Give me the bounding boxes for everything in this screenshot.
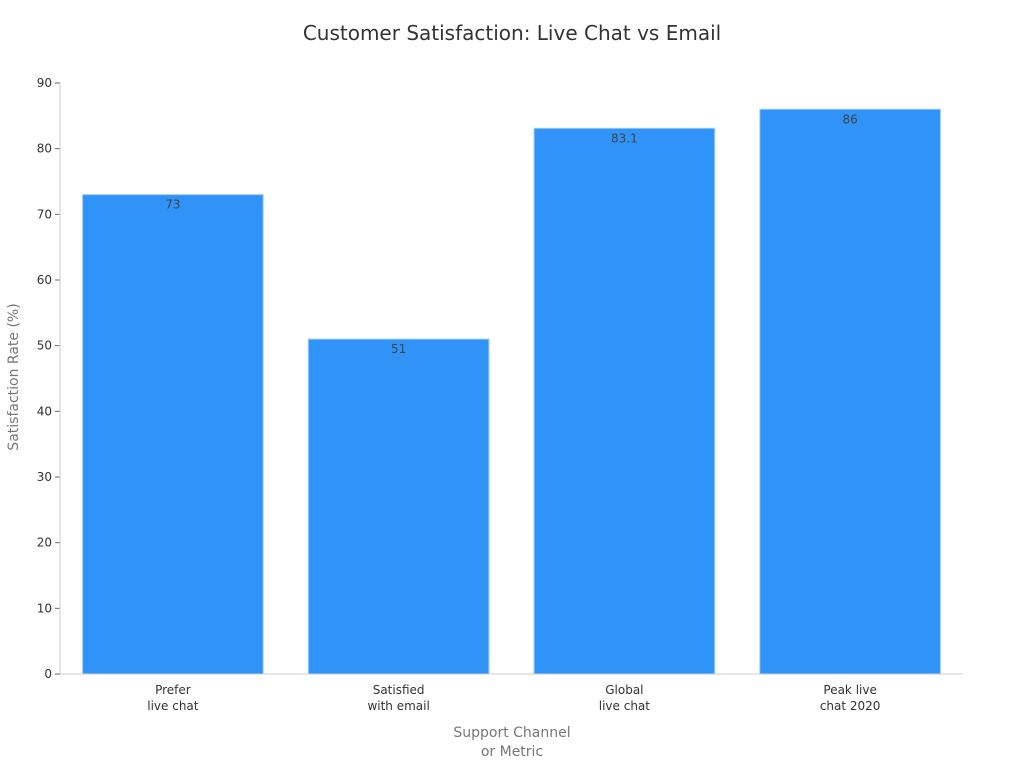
- y-tick-label: 90: [37, 76, 52, 90]
- y-tick-label: 70: [37, 207, 52, 221]
- y-tick-label: 80: [37, 142, 52, 156]
- y-axis-title: Satisfaction Rate (%): [6, 303, 22, 450]
- bar-value-label: 83.1: [611, 131, 638, 145]
- y-axis-title-group: Satisfaction Rate (%): [6, 303, 22, 450]
- y-tick-label: 60: [37, 273, 52, 287]
- y-tick-label: 0: [44, 667, 52, 681]
- bar-value-label: 86: [842, 112, 857, 126]
- chart-title: Customer Satisfaction: Live Chat vs Emai…: [303, 21, 721, 45]
- y-axis-ticks: 0 10 20 30 40 50 60 70 80 90: [37, 76, 60, 681]
- x-axis-title: Support Channel or Metric: [453, 725, 570, 760]
- y-tick-label: 50: [37, 339, 52, 353]
- x-tick-label: Global live chat: [599, 683, 651, 713]
- x-axis-ticks: Prefer live chat Satisfied with email Global…: [147, 683, 880, 713]
- bar: [533, 127, 716, 675]
- x-tick-label: Peak live chat 2020: [820, 683, 881, 713]
- y-tick-label: 30: [37, 470, 52, 484]
- bar-value-label: 51: [391, 342, 406, 356]
- bar: [759, 108, 941, 675]
- x-tick-label: Satisfied with email: [367, 683, 429, 713]
- bar: [307, 338, 490, 675]
- x-tick-label: Prefer live chat: [147, 683, 199, 713]
- y-tick-label: 40: [37, 404, 52, 418]
- y-tick-label: 20: [37, 536, 52, 550]
- bars-group: 73 51 83.1 86: [82, 108, 941, 675]
- bar: [82, 194, 264, 675]
- y-tick-label: 10: [37, 601, 52, 615]
- bar-value-label: 73: [165, 198, 180, 212]
